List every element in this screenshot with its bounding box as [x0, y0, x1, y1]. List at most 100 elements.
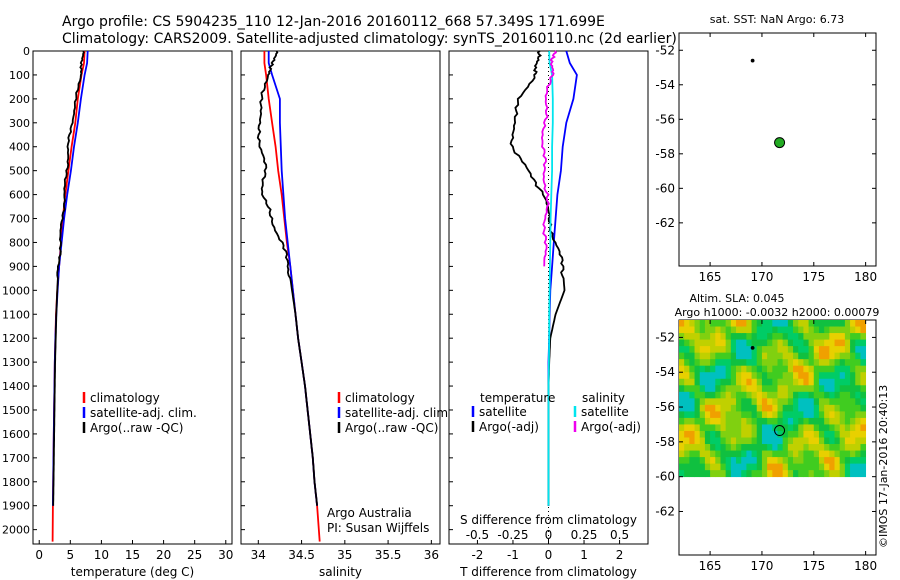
sla_map-cell — [844, 430, 851, 438]
sla_map-cell — [787, 352, 794, 360]
sla_map-cell — [803, 411, 809, 419]
sla_map-cell — [777, 470, 784, 478]
sla_map-cell — [715, 385, 721, 393]
sla_map-cell — [741, 437, 747, 445]
panel-sla_map: 165 170 175 180 -52 -54 -56 -58 -60 -62 Altim. SLA… — [655, 292, 879, 573]
sla_map-cell — [715, 450, 721, 458]
sla_map-cell — [808, 391, 815, 399]
sla_map-cell — [844, 385, 851, 393]
sla_map-cell — [761, 430, 768, 438]
sla_map-cell — [834, 333, 841, 340]
sla_map-cell — [725, 463, 732, 471]
sla_map-cell — [751, 463, 758, 471]
sla_map-cell — [808, 326, 815, 334]
sla_map-cell — [751, 411, 758, 419]
sla_map-cell — [684, 398, 690, 406]
sla_map-cell — [751, 372, 758, 380]
sla_map-cell — [689, 346, 695, 354]
sla_map-cell — [710, 457, 716, 465]
sla_map-cell — [850, 352, 856, 360]
sla_map-cell — [839, 411, 846, 419]
sla_map-cell — [736, 346, 742, 354]
temperature-ytick-label: 700 — [9, 213, 30, 226]
sla_map-cell — [720, 457, 727, 465]
sla_map-cell — [813, 411, 820, 419]
sla_map-cell — [699, 450, 706, 458]
temperature-ytick-label: 1500 — [2, 404, 30, 417]
sla_map-cell — [710, 437, 716, 445]
sla_map-cell — [808, 333, 815, 340]
sla_map-cell — [756, 378, 763, 386]
sla_map-cell — [818, 450, 825, 458]
sst_map-ytick-label: -52 — [655, 43, 675, 57]
sla_map-cell — [813, 346, 820, 354]
sla_map-cell — [793, 378, 799, 386]
sla_map-cell — [808, 470, 815, 478]
sla_map-cell — [730, 372, 737, 380]
sla_map-cell — [818, 320, 825, 327]
sla_map-cell — [829, 346, 835, 354]
sla_map-cell — [730, 444, 737, 451]
sla_map-cell — [725, 320, 732, 327]
sla_map-cell — [808, 365, 815, 373]
temperature-ytick-label: 800 — [9, 236, 30, 249]
sla_map-cell — [829, 424, 835, 432]
sla_map-cell — [782, 333, 789, 340]
sla_map-cell — [782, 417, 789, 425]
sla_map-cell — [808, 320, 815, 327]
sla_map-cell — [818, 444, 825, 451]
sla_map-cell — [803, 339, 809, 347]
sla_map-cell — [751, 333, 758, 340]
sla_map-cell — [720, 346, 727, 354]
sla_map-cell — [782, 424, 789, 432]
sla_map-cell — [746, 339, 752, 347]
sla_map-cell — [860, 417, 867, 425]
sla_map-cell — [725, 444, 732, 451]
salinity-xtick-label: 35 — [337, 548, 352, 562]
sla_map-cell — [710, 450, 716, 458]
sla_map-cell — [767, 352, 773, 360]
sla_map-cell — [761, 404, 768, 412]
sla_map-cell — [834, 339, 841, 347]
sla_map-cell — [741, 404, 747, 412]
sla_map-cell — [715, 372, 721, 380]
temperature-ytick-label: 600 — [9, 189, 30, 202]
sla_map-cell — [772, 470, 778, 478]
sla_map-cell — [751, 326, 758, 334]
sla_map-cell — [761, 326, 768, 334]
sla_map-cell — [720, 444, 727, 451]
sla_map-cell — [761, 463, 768, 471]
sla_map-cell — [741, 352, 747, 360]
sla_map-cell — [803, 444, 809, 451]
sla_map-cell — [746, 385, 752, 393]
salinity-xtick-label: 34.5 — [288, 548, 315, 562]
sla_map-cell — [684, 404, 690, 412]
sla_map-cell — [704, 359, 711, 367]
sla_map-cell — [736, 430, 742, 438]
sla_map-cell — [761, 346, 768, 354]
temperature-ytick-label: 2000 — [2, 524, 30, 537]
sla_map-cell — [679, 391, 685, 399]
sla_map-cell — [860, 320, 867, 327]
sla_map-cell — [850, 430, 856, 438]
sla_map-cell — [699, 437, 706, 445]
sla_map-cell — [710, 339, 716, 347]
sla_map-cell — [803, 457, 809, 465]
sla_map-cell — [793, 339, 799, 347]
sla_map-cell — [772, 457, 778, 465]
sla_map-cell — [746, 430, 752, 438]
sla_map-cell — [834, 359, 841, 367]
sla_map-cell — [782, 346, 789, 354]
sla_map-cell — [704, 391, 711, 399]
sla_map-cell — [699, 333, 706, 340]
sla_map-cell — [715, 352, 721, 360]
sla_map-cell — [844, 463, 851, 471]
sla_map-cell — [860, 352, 867, 360]
sla_map-cell — [808, 450, 815, 458]
sla_map-cell — [751, 457, 758, 465]
sla_map-ytick-label: -60 — [655, 470, 675, 484]
panel-salinity: 34 34.5 35 35.5 36 salinity climatologysatelli… — [240, 50, 452, 579]
sla_map-cell — [704, 463, 711, 471]
sla_map-xtick-label: 175 — [802, 559, 825, 573]
sla_map-cell — [767, 450, 773, 458]
